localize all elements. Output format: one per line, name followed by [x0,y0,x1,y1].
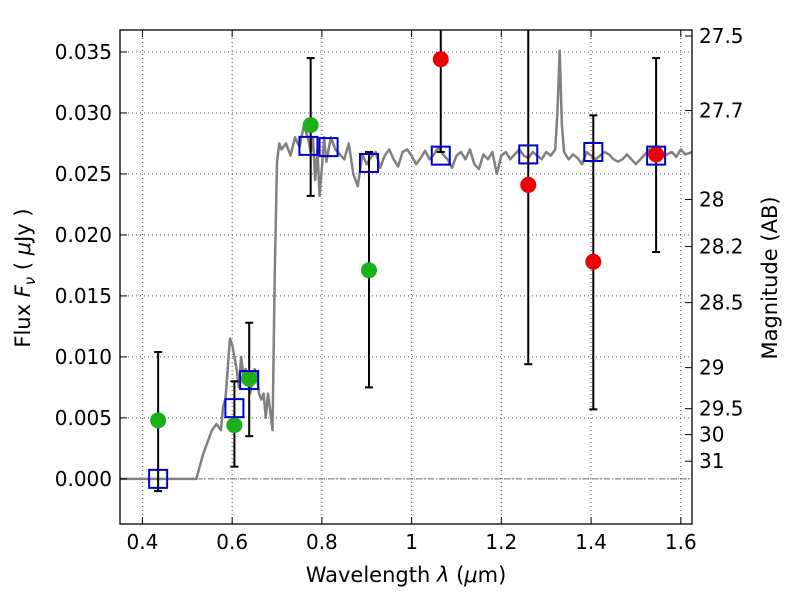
y2-tick-label: 30 [699,423,724,447]
red-point [648,146,665,163]
y2-tick-label: 31 [699,449,724,473]
y-mu-symbol: μ [11,242,35,256]
model-box [298,135,319,156]
y2-tick-label: 29 [699,356,724,380]
y-tick-label: 0.015 [55,284,112,308]
x-axis-title-paren: ( [449,563,464,587]
f-symbol: F [11,284,35,297]
red-point [432,51,449,68]
model-box [239,370,260,391]
y-tick-label: 0.000 [55,467,112,491]
y-axis-title-unit: Jy ) [11,208,35,244]
model-box [358,152,379,173]
model-boxes-layer [148,135,667,489]
x-axis-title: Wavelength λ (μm) [306,563,507,587]
model-box [430,145,451,166]
red-point [520,176,537,193]
x-tick-label: 1 [405,530,418,554]
y-tick-label: 0.005 [55,406,112,430]
spectrum-line [120,49,693,481]
nu-subscript: ν [21,277,39,285]
x-tick-label: 1.4 [575,530,607,554]
y-axis-title-prefix: Flux [11,297,35,347]
y-axis-ticks: 0.000 0.005 0.010 0.015 0.020 0.025 0.030 0.035 [55,40,127,491]
green-point [241,370,258,387]
y-tick-label: 0.035 [55,40,112,64]
green-point [360,262,377,279]
y-axis-title-paren: ( [11,255,35,277]
plot-frame [119,29,693,525]
y2-tick-label: 28.2 [699,234,744,258]
y2-axis-title: Magnitude (AB) [758,196,782,359]
y2-tick-label: 27.7 [699,99,744,123]
x-tick-label: 1.2 [485,530,517,554]
x-tick-label: 0.8 [306,530,338,554]
spectrum-layer [120,49,693,481]
model-box [148,468,169,489]
x-axis-title-unit: m) [478,563,507,587]
x-tick-label: 1.6 [665,530,697,554]
y-tick-label: 0.025 [55,162,112,186]
x-axis-title-prefix: Wavelength [306,563,437,587]
x-axis-ticks: 0.4 0.6 0.8 1 1.2 1.4 1.6 [127,30,697,554]
y2-tick-label: 28 [699,187,724,211]
model-box [224,398,245,419]
lambda-symbol: λ [436,563,449,587]
green-point [302,117,319,134]
red-points-layer [432,51,665,270]
green-points-layer [150,117,377,434]
model-box [518,144,539,165]
y2-tick-label: 29.5 [699,397,744,421]
y-axis-title: Flux Fν ( μJy ) [11,208,39,347]
y-tick-label: 0.010 [55,345,112,369]
model-box [646,145,667,166]
x-tick-label: 0.6 [216,530,248,554]
x-tick-label: 0.4 [127,530,159,554]
mu-symbol: μ [463,563,477,587]
green-point [150,412,167,429]
green-point [226,417,243,434]
model-box [583,141,604,162]
y-tick-label: 0.020 [55,223,112,247]
y2-tick-label: 28.5 [699,291,744,315]
model-box [318,137,339,158]
red-point [585,253,602,270]
y-tick-label: 0.030 [55,101,112,125]
y2-tick-label: 27.5 [699,24,744,48]
